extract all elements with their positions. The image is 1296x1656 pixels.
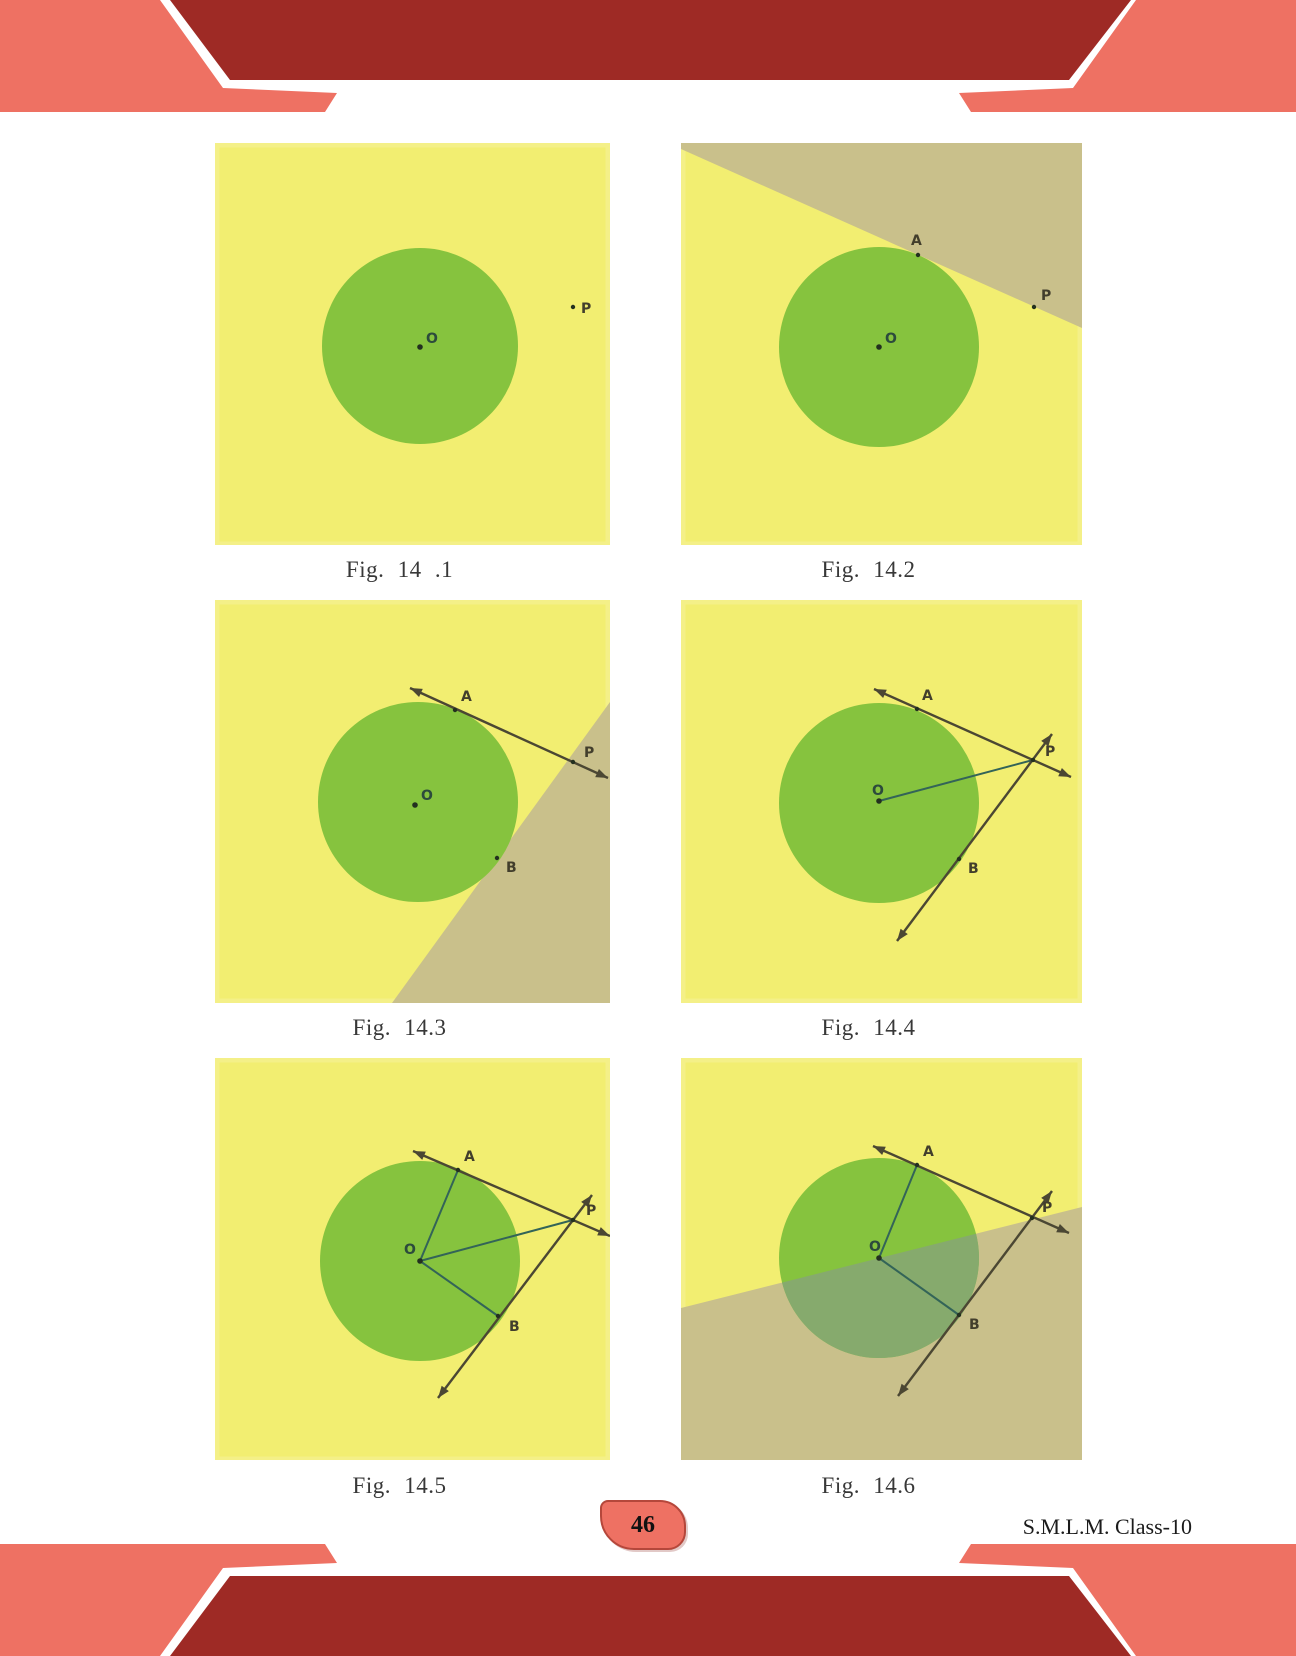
point-p-dot <box>570 1217 576 1223</box>
point-o-label: O <box>421 788 433 804</box>
figure-panel-14-4: O A P B <box>681 600 1082 1003</box>
tangent-line <box>897 1190 1053 1397</box>
point-b-label: B <box>506 860 517 876</box>
point-a-dot <box>452 707 458 713</box>
point-p-label: P <box>1041 288 1051 304</box>
radius-segment <box>419 1260 499 1317</box>
arrowhead-icon <box>410 688 423 698</box>
circle-region-overlap <box>779 1207 979 1358</box>
point-b-dot <box>494 855 500 861</box>
point-o-label: O <box>872 783 884 799</box>
point-o-dot <box>876 798 882 804</box>
arrowhead-icon <box>898 1383 909 1396</box>
figure-caption-14-3: Fig. 14.3 <box>352 1015 447 1040</box>
figure-caption-14-6: Fig. 14.6 <box>821 1473 916 1498</box>
figure-caption-14-5: Fig. 14.5 <box>352 1473 447 1498</box>
point-a-label: A <box>464 1149 475 1165</box>
half-plane-region <box>681 143 1082 328</box>
figure-panel-14-3: O A P B <box>215 600 610 1003</box>
panel-edge-highlight <box>681 600 1082 1003</box>
point-a-dot <box>455 1167 461 1173</box>
page-number-badge: 46 <box>600 1500 686 1550</box>
point-p-dot <box>1030 757 1036 763</box>
point-b-dot <box>956 1312 962 1318</box>
point-b-label: B <box>969 1317 980 1333</box>
tangent-line <box>873 687 1072 779</box>
point-p-label: P <box>584 745 594 761</box>
arrowhead-icon <box>581 1195 592 1208</box>
point-p-dot <box>1029 1215 1035 1221</box>
radius-segment <box>878 1257 960 1316</box>
point-o-dot <box>876 1255 882 1261</box>
point-o-dot <box>876 344 882 350</box>
panel-edge-highlight <box>215 1058 610 1460</box>
point-a-label: A <box>922 688 933 704</box>
point-p-label: P <box>1045 744 1055 760</box>
figure-panel-14-6: O A P B <box>681 1058 1082 1460</box>
top-right-ribbon <box>959 0 1296 112</box>
point-a-label: A <box>923 1144 934 1160</box>
page-number: 46 <box>631 1511 655 1538</box>
circle-graphic <box>318 702 518 902</box>
arrowhead-icon <box>595 768 608 778</box>
arrowhead-icon <box>1041 734 1052 747</box>
point-p-dot <box>570 304 576 310</box>
point-b-dot <box>495 1313 501 1319</box>
point-o-label: O <box>885 331 897 347</box>
bottom-left-ribbon <box>0 1544 337 1656</box>
bottom-center-band <box>170 1576 1131 1656</box>
tangent-line <box>409 686 609 780</box>
point-p-label: P <box>586 1203 596 1219</box>
point-o-dot <box>412 802 418 808</box>
top-banner-decoration <box>0 0 1296 112</box>
arrowhead-icon <box>597 1227 610 1236</box>
radius-segment <box>419 1219 574 1262</box>
figure-caption-14-2: Fig. 14.2 <box>821 557 916 582</box>
point-p-dot <box>1031 304 1037 310</box>
arrowhead-icon <box>873 1146 886 1155</box>
panel-edge-highlight <box>215 143 610 545</box>
tangent-line <box>437 1194 593 1399</box>
figure-caption-14-1: Fig. 14 .1 <box>345 557 454 582</box>
point-a-label: A <box>461 689 472 705</box>
tangent-line <box>412 1149 610 1238</box>
point-a-dot <box>914 1162 920 1168</box>
bottom-banner-decoration <box>0 1544 1296 1656</box>
arrowhead-icon <box>1058 767 1071 777</box>
figure-panel-14-5: O A P B <box>215 1058 610 1460</box>
point-o-label: O <box>869 1239 881 1255</box>
footer-book-label: S.M.L.M. Class-10 <box>1022 1514 1192 1539</box>
point-b-dot <box>956 856 962 862</box>
point-b-label: B <box>509 1319 520 1335</box>
arrowhead-icon <box>874 689 887 699</box>
point-o-label: O <box>426 331 438 347</box>
point-a-label: A <box>911 233 922 249</box>
point-a-dot <box>915 252 921 258</box>
radius-segment <box>878 759 1034 802</box>
radius-segment <box>419 1169 459 1262</box>
point-p-label: P <box>581 301 591 317</box>
arrowhead-icon <box>1056 1224 1069 1233</box>
point-a-dot <box>914 706 920 712</box>
figure-panel-14-2: O A P <box>681 143 1082 545</box>
arrowhead-icon <box>897 928 908 941</box>
tangent-line <box>896 733 1053 942</box>
bottom-right-ribbon <box>959 1544 1296 1656</box>
point-b-label: B <box>968 861 979 877</box>
radius-segment <box>878 1164 918 1259</box>
arrowhead-icon <box>413 1151 426 1160</box>
tangent-line <box>872 1144 1070 1235</box>
point-o-label: O <box>404 1242 416 1258</box>
point-o-dot <box>417 1258 423 1264</box>
top-center-band <box>170 0 1131 80</box>
top-left-ribbon <box>0 0 337 112</box>
arrowhead-icon <box>1041 1191 1052 1204</box>
figure-caption-14-4: Fig. 14.4 <box>821 1015 916 1040</box>
point-p-dot <box>570 759 576 765</box>
arrowhead-icon <box>438 1385 449 1398</box>
point-p-label: P <box>1042 1200 1052 1216</box>
point-o-dot <box>417 344 423 350</box>
